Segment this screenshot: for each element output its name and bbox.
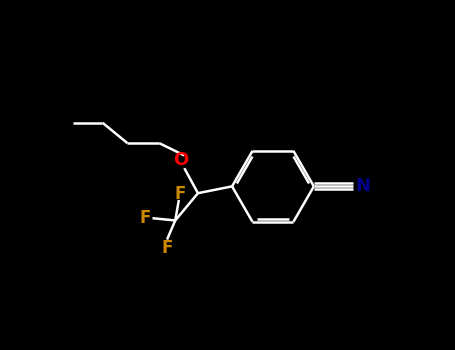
Text: F: F [175, 185, 187, 203]
Text: F: F [162, 239, 173, 257]
Text: O: O [173, 151, 188, 169]
Text: F: F [140, 209, 151, 227]
Text: N: N [356, 177, 371, 195]
